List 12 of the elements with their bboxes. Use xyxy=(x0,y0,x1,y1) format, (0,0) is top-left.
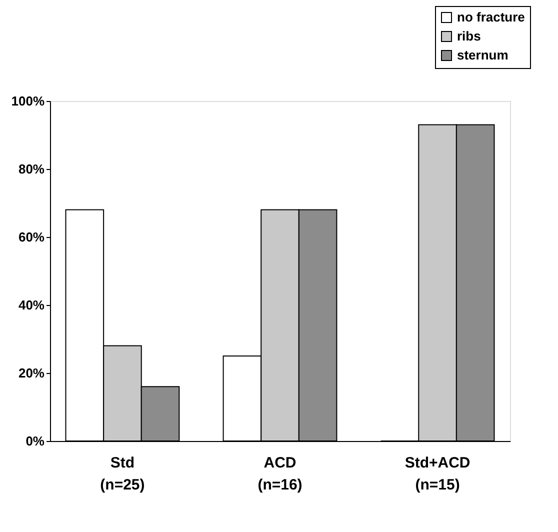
x-tick-label: Std (n=25) xyxy=(100,454,145,494)
legend-label: sternum xyxy=(457,48,508,62)
y-tick-label: 60% xyxy=(18,230,45,244)
y-tick-label: 80% xyxy=(18,162,45,176)
y-tick-label: 20% xyxy=(18,366,45,380)
legend-label: no fracture xyxy=(457,10,525,24)
y-tick-label: 0% xyxy=(26,434,45,448)
x-tick-label: ACD (n=16) xyxy=(258,454,302,494)
y-tick-label: 40% xyxy=(18,298,45,312)
x-tick-label: Std+ACD (n=15) xyxy=(404,454,470,494)
y-tick-label: 100% xyxy=(11,94,45,108)
legend-label: ribs xyxy=(457,28,481,44)
